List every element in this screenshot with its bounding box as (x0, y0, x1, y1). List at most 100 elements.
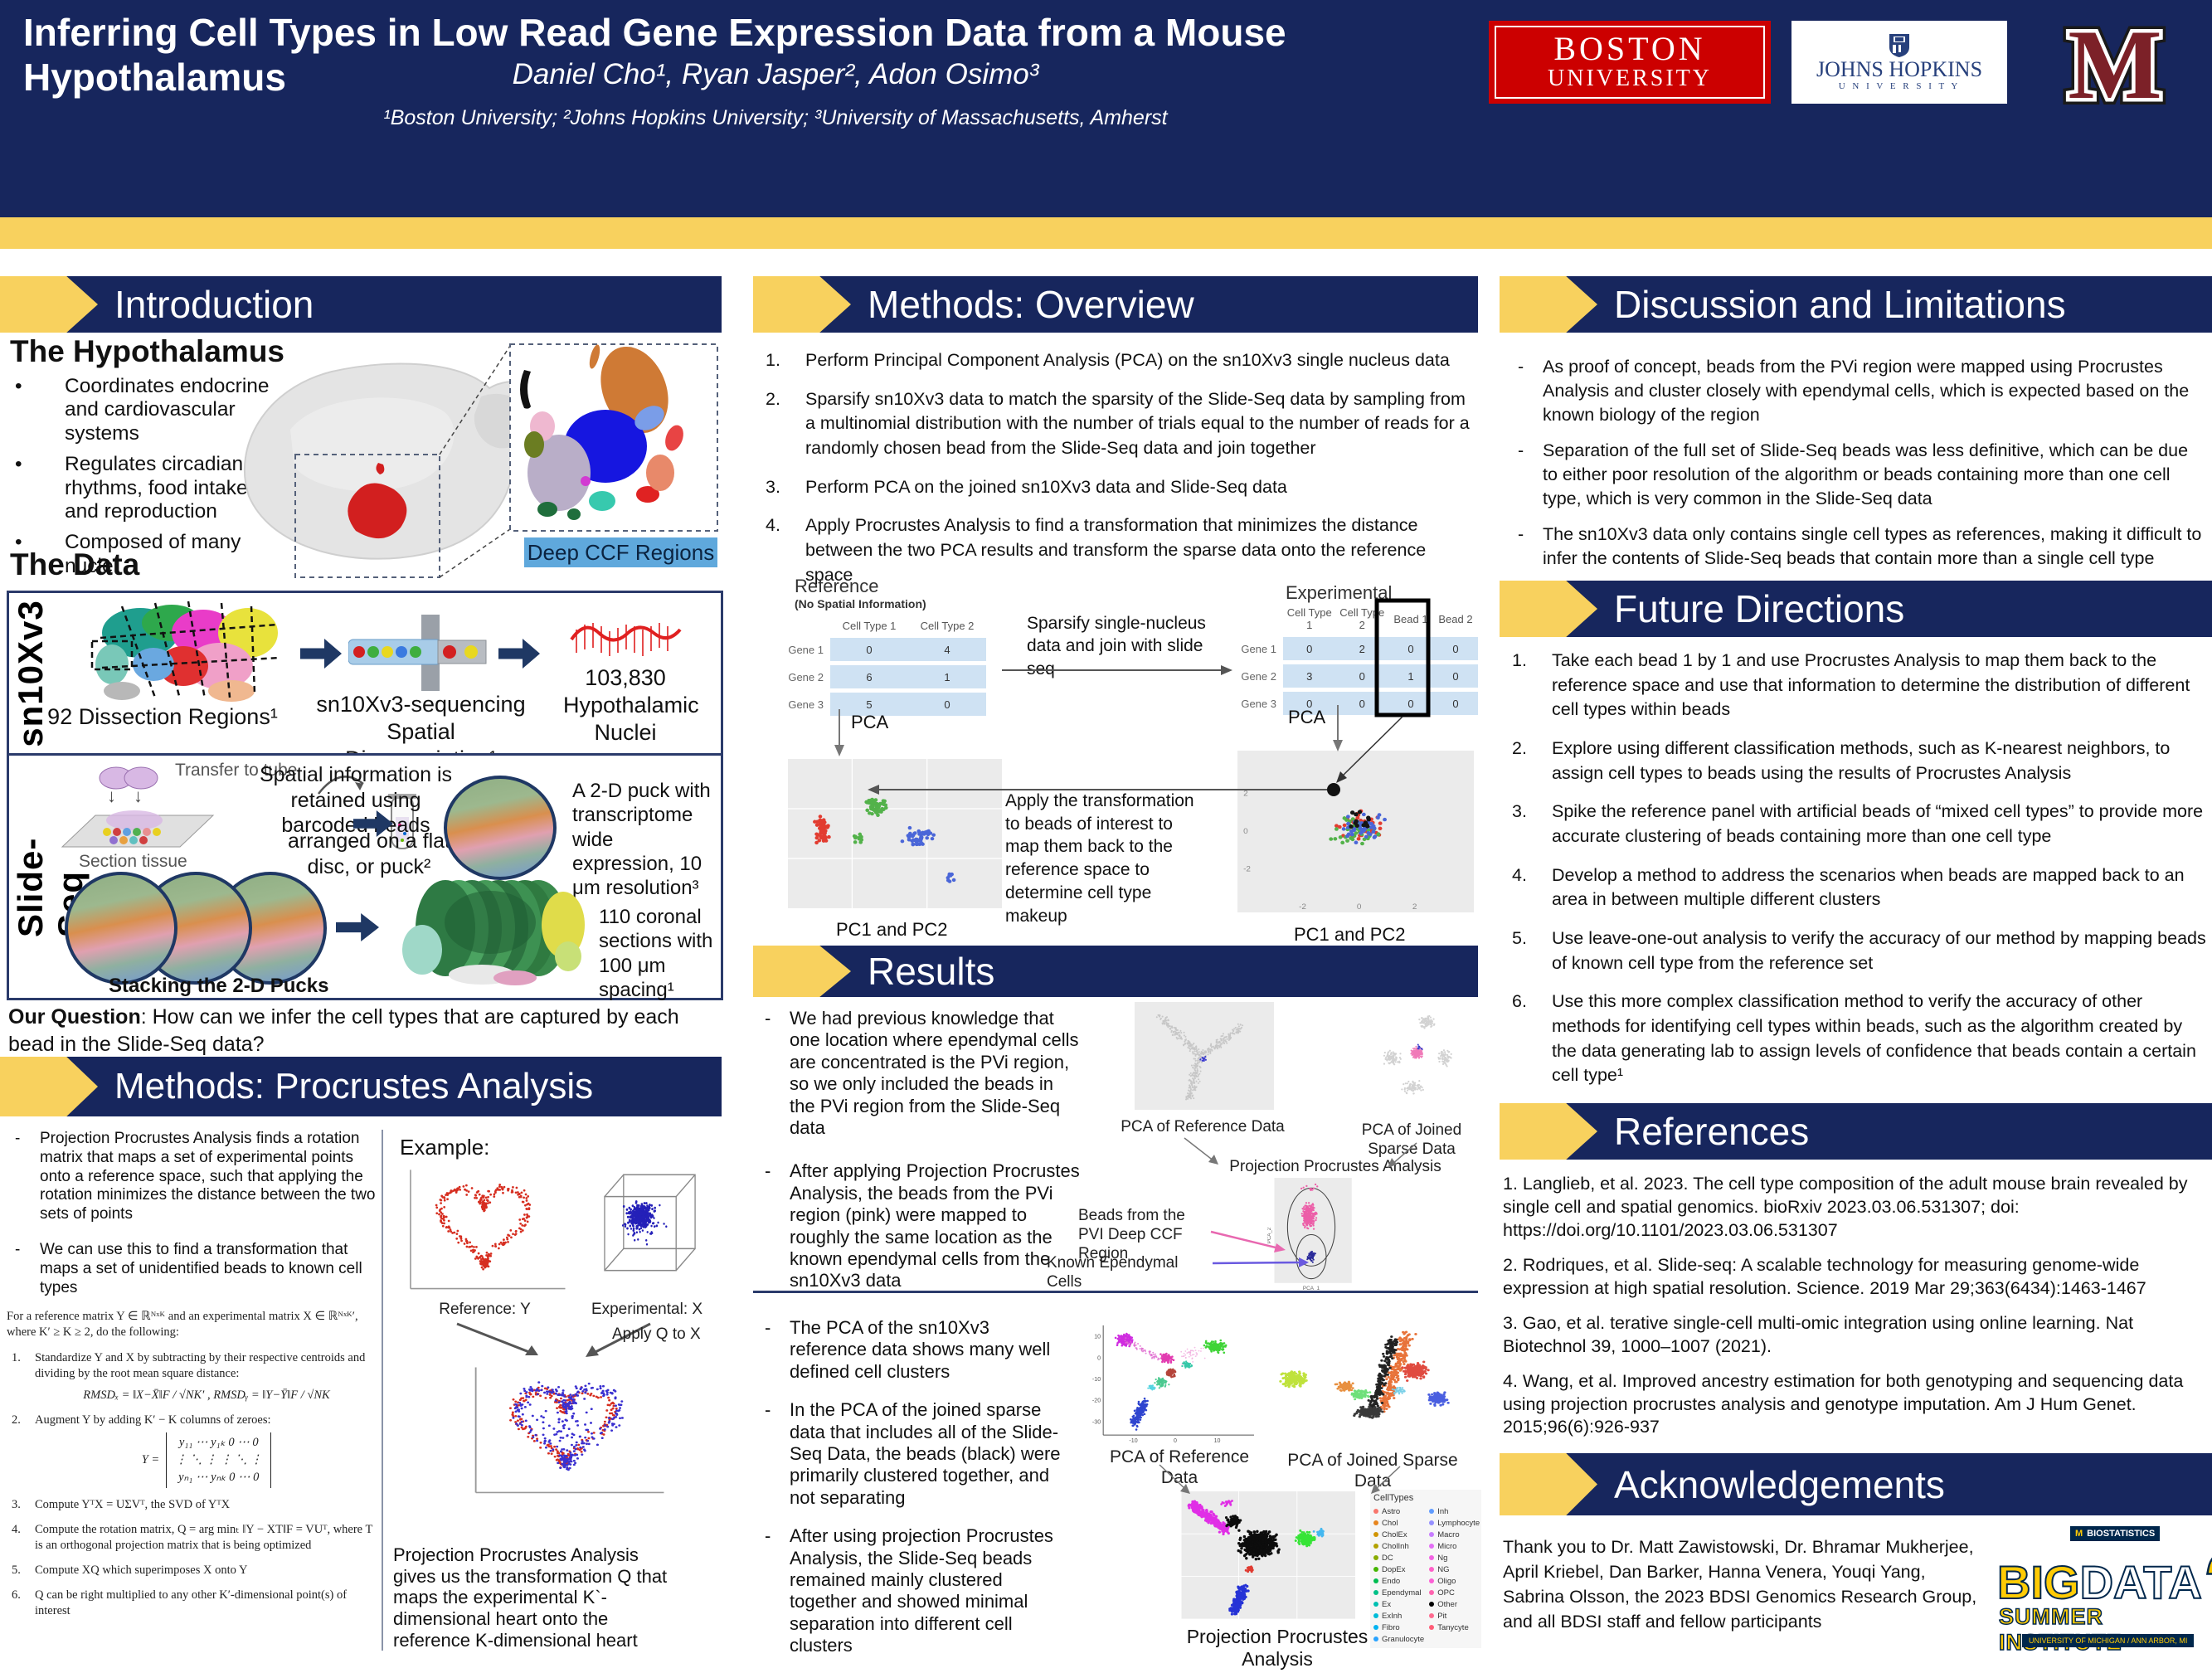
legend-swatch (1373, 1637, 1378, 1641)
pc-caption: PC1 and PC2 (1294, 924, 1406, 946)
sn10xv3-box: sn10Xv3 92 Dissection Regions¹ sn10Xv3-s… (7, 591, 723, 756)
svg-text:-2: -2 (1243, 865, 1251, 873)
fig1-ref-caption: PCA of Reference Data (1111, 1118, 1294, 1137)
list-item: Perform PCA on the joined sn10Xv3 data a… (759, 475, 1471, 500)
svg-text:M: M (2068, 12, 2161, 114)
our-question: Our Question: How can we infer the cell … (8, 1004, 715, 1058)
list-item: After using projection Procrustes Analys… (756, 1525, 1065, 1656)
legend-swatch (1373, 1567, 1378, 1572)
arranged-text: arranged on a flat disc, or puck² (286, 829, 452, 879)
list-item: Projection Procrustes Analysis finds a r… (7, 1130, 376, 1224)
arrow-down-icon: ↓ (107, 785, 116, 807)
bdsi-data: DATA (2080, 1556, 2202, 1608)
bu-logo-line1: BOSTON (1553, 32, 1705, 66)
legend-swatch (1429, 1520, 1434, 1525)
math-intro: For a reference matrix Y ∈ ℝᴺˣᴷ and an e… (7, 1309, 378, 1340)
legend-entry: Macro (1429, 1529, 1480, 1540)
nuclei-word1: Hypothalamic (563, 692, 688, 719)
svg-text:10: 10 (1214, 1438, 1221, 1443)
sequencer-figure (348, 615, 489, 691)
chevron-icon (753, 276, 851, 333)
nuclei-count: 103,830 (563, 664, 688, 692)
legend-swatch (1429, 1625, 1434, 1630)
overview-diagram: Reference (No Spatial Information) Cell … (753, 572, 1478, 946)
pca-label: PCA (851, 712, 888, 733)
svg-text:-20: -20 (1092, 1398, 1101, 1404)
svg-text:0: 0 (1243, 827, 1248, 835)
svg-text:PCA_2: PCA_2 (1267, 1227, 1272, 1243)
fig1-pca-joined (1364, 1002, 1466, 1110)
fig1-proc-caption: Projection Procrustes Analysis (1203, 1158, 1468, 1177)
matrix: Y = y₁₁ ⋯ y₁ₖ 0 ⋯ 0 ⋮ ⋱ ⋮ ⋮ ⋱ ⋮ yₙ₁ ⋯ yₙ… (35, 1432, 378, 1488)
legend-entry: Endo (1373, 1575, 1424, 1587)
legend-swatch (1373, 1578, 1378, 1583)
section-title: Methods: Overview (868, 282, 1194, 327)
reference-table: Cell Type 1Cell Type 2 Gene 104 Gene 261… (783, 615, 986, 720)
section-future: Future Directions (1500, 581, 2212, 637)
stacking-caption: Stacking the 2-D Pucks (109, 975, 328, 998)
fig1-procrustes-figure: PCA_1 PCA_2 (1267, 1176, 1355, 1291)
apply-text: Apply the transformation to beads of int… (1005, 790, 1208, 927)
legend-swatch (1429, 1532, 1434, 1537)
list-item: Spike the reference panel with artificia… (1505, 800, 2206, 849)
rna-figure (570, 616, 682, 664)
experimental-table: Cell Type 1Cell Type 2Bead 1Bead 2 Gene … (1236, 602, 1478, 719)
section-title: References (1614, 1109, 1809, 1154)
jhu-shield-icon (1889, 33, 1910, 58)
svg-text:0: 0 (1174, 1438, 1177, 1443)
arrow-down-icon: ↓ (134, 785, 143, 807)
reference-item: 4. Wang, et al. Improved ancestry estima… (1503, 1370, 2206, 1440)
legend-swatch (1373, 1555, 1378, 1560)
legend-swatch (1373, 1544, 1378, 1549)
divider-vertical (382, 1130, 383, 1651)
legend-swatch (1373, 1590, 1378, 1595)
pc-scatter-experimental: 2 0 -2 -2 0 2 (1237, 751, 1474, 912)
reference-heart-figure (396, 1165, 572, 1296)
section-introduction: Introduction (0, 276, 722, 333)
list-item: As proof of concept, beads from the PVi … (1510, 355, 2205, 427)
list-item: The PCA of the sn10Xv3 reference data sh… (756, 1317, 1065, 1383)
jhu-logo: JOHNS HOPKINS U N I V E R S I T Y (1791, 21, 2007, 104)
legend-entry: Ependymal (1373, 1587, 1424, 1598)
jhu-logo-line2: U N I V E R S I T Y (1839, 81, 1961, 91)
section-tissue-label: Section tissue (79, 852, 187, 872)
svg-text:0: 0 (1357, 902, 1362, 911)
procrustes-bullets: Projection Procrustes Analysis finds a r… (7, 1130, 376, 1314)
legend-swatch (1373, 1602, 1378, 1607)
list-item: Develop a method to address the scenario… (1505, 863, 2206, 912)
nuclei-caption: 103,830 Hypothalamic Nuclei (563, 664, 688, 747)
math-step: Standardize Y and X by subtracting by th… (7, 1350, 378, 1403)
merged-heart-figure (461, 1362, 670, 1498)
fig2-join-caption: PCA of Joined Sparse Data (1277, 1450, 1468, 1491)
bu-logo-line2: UNIVERSITY (1548, 66, 1712, 92)
section-title: Acknowledgements (1614, 1462, 1945, 1507)
list-item: Take each bead 1 by 1 and use Procrustes… (1505, 649, 2206, 722)
chevron-icon (753, 946, 851, 997)
legend-swatch (1429, 1590, 1434, 1595)
header-band: Inferring Cell Types in Low Read Gene Ex… (0, 0, 2212, 217)
legend-entry: Chol (1373, 1517, 1424, 1529)
legend-swatch (1429, 1544, 1434, 1549)
legend-entry: Inh (1429, 1505, 1480, 1517)
reference-label: Reference: Y (400, 1301, 570, 1320)
ccf-label: Deep CCF Regions (524, 537, 717, 567)
coronal-stack-figure (391, 877, 594, 991)
nuclei-word2: Nuclei (563, 719, 688, 747)
list-item: Use leave-one-out analysis to verify the… (1505, 926, 2206, 975)
legend-swatch (1373, 1509, 1378, 1514)
acknowledgements-text: Thank you to Dr. Matt Zawistowski, Dr. B… (1503, 1534, 1984, 1634)
legend-entry: Oligo (1429, 1575, 1480, 1587)
bdsi-m: M (2075, 1529, 2083, 1539)
rmsd-formula: RMSDₓ = ‖X−X̄‖F / √NK′ , RMSDᵧ = ‖Y−Ȳ‖F … (35, 1388, 378, 1403)
section-title: Results (868, 949, 994, 994)
legend-entry: OPC (1429, 1587, 1480, 1598)
platform-figure (56, 805, 217, 852)
stacked-puck (65, 872, 177, 985)
bdsi-big: BIG (1997, 1556, 2080, 1608)
reference-title: Reference (795, 576, 879, 597)
legend-entry: Tanycyte (1429, 1622, 1480, 1633)
celltype-legend: CellTypes Astro Chol CholEx CholInh DC D… (1370, 1490, 1481, 1648)
list-item: Explore using different classification m… (1505, 737, 2206, 785)
arrow-down-right-icon (452, 1320, 543, 1360)
arrow-right-icon (498, 639, 540, 669)
